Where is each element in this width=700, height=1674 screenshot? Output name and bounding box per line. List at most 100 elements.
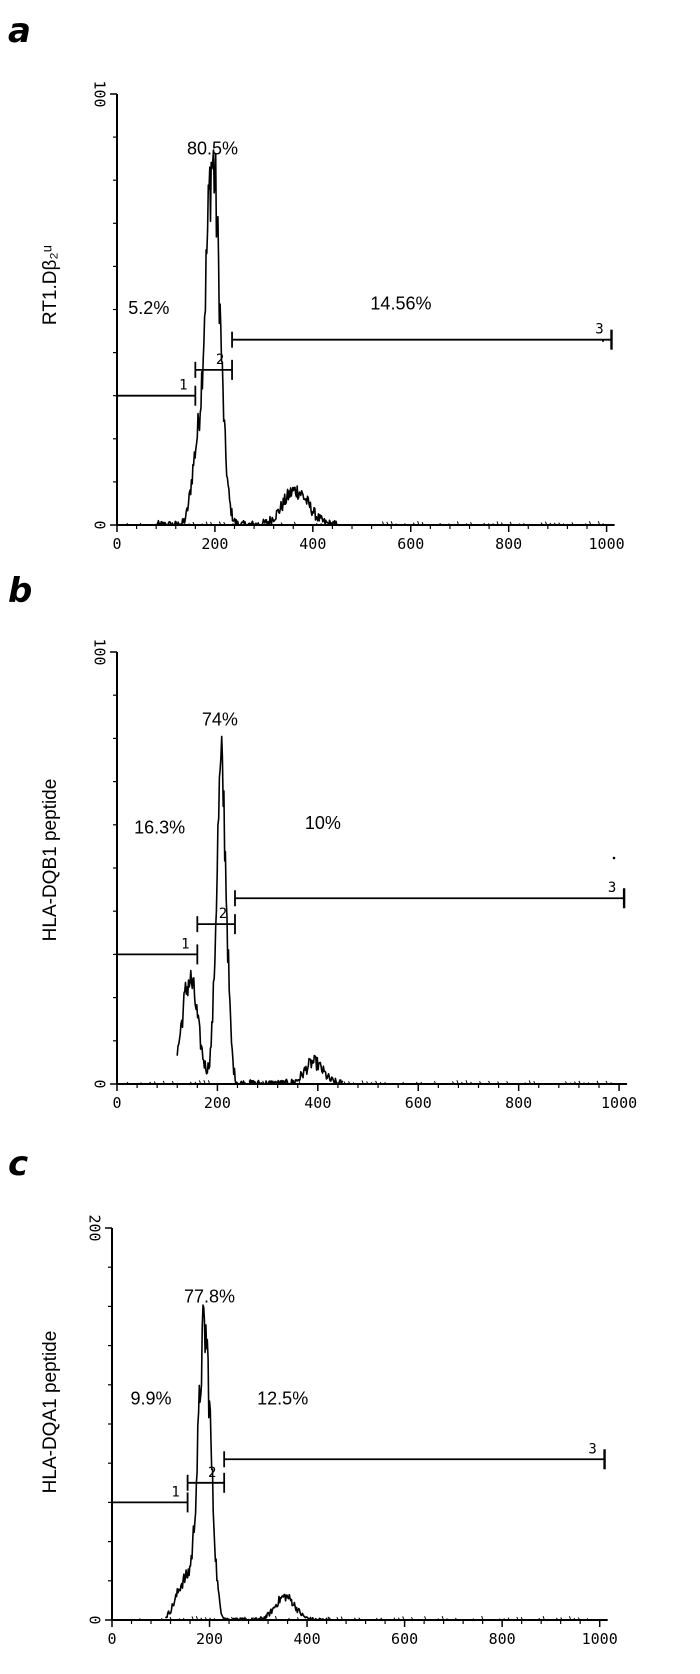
baseline-event: [496, 521, 499, 525]
baseline-event: [454, 1617, 457, 1620]
x-tick-label: 0: [112, 1094, 121, 1112]
baseline-event: [280, 1081, 282, 1084]
baseline-event: [573, 1617, 576, 1620]
baseline-event: [336, 1616, 339, 1620]
baseline-event: [209, 1617, 211, 1620]
gate-label: 3: [588, 1441, 596, 1457]
baseline-event: [267, 522, 270, 525]
baseline-event: [275, 1080, 278, 1084]
baseline-event: [451, 1081, 454, 1084]
baseline-event: [465, 1080, 468, 1084]
baseline-event: [402, 1081, 404, 1084]
x-tick-label: 800: [505, 1094, 532, 1112]
y-axis-label: HLA-DQB1 peptide: [40, 779, 61, 942]
baseline-event: [210, 521, 212, 525]
gate-label: 3: [608, 880, 616, 896]
baseline-event: [397, 1617, 400, 1620]
baseline-event: [288, 1617, 290, 1620]
baseline-event: [533, 1081, 536, 1084]
gate-label: 1: [181, 936, 189, 952]
x-tick-label: 1000: [601, 1094, 637, 1112]
baseline-event: [296, 1617, 299, 1620]
panel-b: b HLA-DQB1 peptide 0 200 400 600 800 1000 0 100 1 2…: [8, 571, 637, 1112]
baseline-event: [555, 1617, 558, 1620]
y-tick-label: 0: [86, 1615, 104, 1624]
x-tick-label: 1000: [582, 1630, 618, 1648]
baseline-event: [253, 1080, 256, 1084]
baseline-event: [205, 521, 208, 525]
percent-annotation: 9.9%: [130, 1388, 171, 1408]
baseline-event: [179, 522, 181, 525]
baseline-event: [379, 1081, 382, 1084]
baseline-event: [420, 1081, 423, 1084]
baseline-event: [479, 1081, 481, 1084]
baseline-event: [183, 522, 186, 525]
baseline-event: [571, 522, 574, 525]
baseline-event: [126, 522, 129, 525]
baseline-event: [280, 522, 283, 525]
baseline-event: [500, 522, 503, 525]
histogram-trace: [155, 149, 338, 526]
baseline-event: [596, 1080, 599, 1084]
baseline-event: [542, 1615, 545, 1620]
baseline-event: [381, 521, 384, 525]
baseline-event: [248, 1080, 251, 1084]
baseline-event: [239, 1081, 242, 1084]
baseline-event: [553, 522, 556, 525]
baseline-event: [577, 1617, 580, 1620]
baseline-event: [461, 1081, 463, 1084]
x-tick-label: 400: [304, 1094, 331, 1112]
baseline-event: [253, 1617, 255, 1620]
baseline-event: [497, 1081, 499, 1084]
baseline-event: [523, 522, 525, 525]
baseline-event: [597, 520, 600, 525]
baseline-event: [390, 521, 393, 525]
gate-label: 2: [219, 906, 227, 922]
gate-3: 3: [231, 322, 613, 350]
baseline-event: [375, 1617, 378, 1620]
baseline-event: [343, 1081, 346, 1084]
gate-label: 2: [208, 1465, 216, 1481]
panel-letter-b: b: [8, 571, 32, 611]
baseline-event: [298, 1080, 301, 1084]
baseline-event: [315, 522, 318, 525]
baseline-event: [411, 1617, 413, 1620]
gate-3: 3: [234, 880, 626, 909]
baseline-event: [456, 521, 459, 525]
baseline-event: [507, 1617, 510, 1620]
x-tick-label: 800: [489, 1630, 516, 1648]
baseline-event: [488, 1080, 490, 1084]
gate-label: 2: [216, 352, 224, 368]
baseline-event: [470, 521, 472, 525]
baseline-event: [284, 1079, 287, 1084]
x-tick-label: 400: [299, 535, 326, 553]
baseline-event: [605, 1080, 608, 1084]
baseline-event: [402, 1616, 405, 1620]
baseline-event: [516, 1616, 519, 1620]
baseline-event: [380, 1617, 383, 1620]
baseline-event: [348, 1081, 350, 1084]
baseline-event: [203, 1080, 206, 1084]
baseline-event: [384, 1081, 386, 1084]
baseline-event: [139, 522, 142, 525]
gate-label: 1: [179, 378, 187, 394]
x-tick-label: 600: [405, 1094, 432, 1112]
percent-annotation: 77.8%: [184, 1286, 235, 1306]
baseline-event: [274, 1615, 277, 1620]
gate-label: 3: [595, 322, 603, 338]
percent-annotation: 80.5%: [187, 138, 238, 158]
percent-annotation: 16.3%: [134, 817, 185, 837]
x-tick-label: 400: [294, 1630, 321, 1648]
gate-label: 1: [171, 1484, 179, 1500]
baseline-event: [235, 1617, 238, 1620]
baseline-event: [257, 1080, 260, 1084]
baseline-event: [207, 1080, 210, 1084]
scan-speck: [612, 856, 616, 860]
x-tick-label: 600: [391, 1630, 418, 1648]
baseline-event: [424, 1616, 427, 1620]
baseline-event: [456, 1080, 459, 1084]
x-tick-label: 200: [201, 535, 228, 553]
baseline-event: [441, 1615, 444, 1620]
baseline-event: [415, 1081, 418, 1084]
percent-annotation: 14.56%: [370, 294, 431, 314]
